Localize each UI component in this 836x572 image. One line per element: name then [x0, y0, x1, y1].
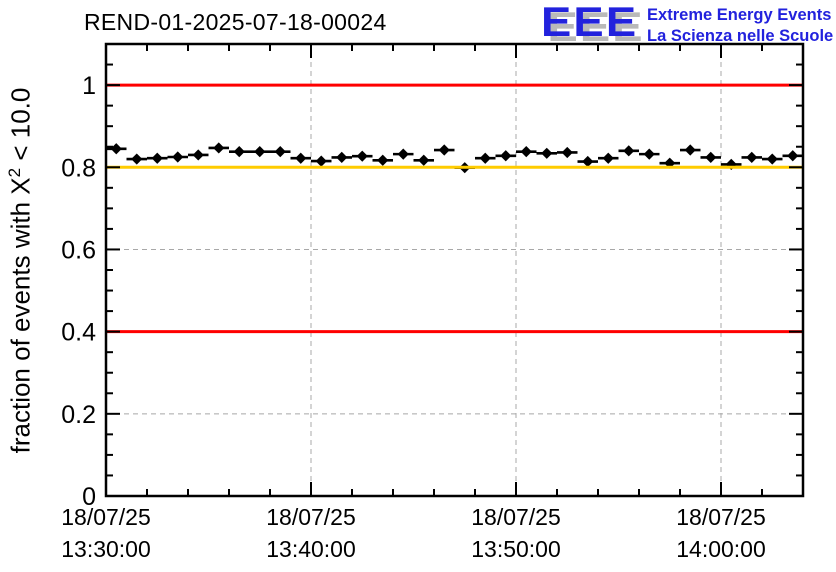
data-point [746, 151, 758, 164]
plot-frame [104, 42, 805, 498]
gridlines [105, 44, 803, 496]
data-point [623, 145, 635, 157]
data-series [106, 142, 803, 174]
data-point [541, 147, 553, 159]
eee-logo-line1: Extreme Energy Events [647, 6, 832, 24]
data-point [356, 150, 368, 162]
data-point [131, 153, 143, 165]
eee-logo: EEE EEE Extreme Energy Events La Scienza… [541, 0, 833, 48]
x-tick-date: 18/07/25 [676, 504, 766, 530]
plot-title: REND-01-2025-07-18-00024 [84, 9, 387, 35]
x-tick-time: 14:00:00 [676, 536, 766, 562]
data-point [643, 148, 655, 160]
data-point [336, 151, 348, 164]
eee-logo-text: Extreme Energy Events La Scienza nelle S… [647, 5, 833, 46]
data-point [110, 143, 122, 155]
data-point [172, 151, 184, 163]
data-point [295, 152, 307, 164]
y-tick-label: 0.8 [61, 154, 96, 182]
data-point [377, 154, 389, 166]
data-point [766, 153, 778, 165]
y-tick-label: 0.2 [61, 401, 96, 429]
data-point [684, 144, 696, 156]
data-point [274, 146, 286, 158]
y-tick-label: 0.6 [61, 236, 96, 264]
eee-logo-acronym: EEE EEE [541, 0, 643, 48]
x-tick-date: 18/07/25 [61, 504, 151, 530]
data-point [705, 151, 717, 164]
x-tick-date: 18/07/25 [471, 504, 561, 530]
data-point [500, 150, 512, 162]
x-tick-labels: 18/07/25 13:30:00 18/07/25 13:40:00 18/07/25… [61, 504, 766, 562]
reference-lines [106, 83, 803, 334]
x-tick-time: 13:50:00 [471, 536, 561, 562]
data-point [192, 149, 204, 161]
data-point [213, 142, 225, 154]
axis-ticks [105, 44, 803, 497]
eee-logo-shadow: EEE [547, 3, 645, 50]
data-point [315, 155, 327, 167]
y-tick-label: 1 [82, 72, 96, 100]
data-point [254, 146, 266, 158]
data-point [438, 144, 450, 156]
data-point [233, 146, 245, 158]
data-point [151, 152, 163, 164]
y-tick-label: 0.4 [61, 319, 96, 347]
eee-logo-line2: La Scienza nelle Scuole [647, 26, 834, 45]
data-point [582, 155, 594, 168]
data-point [479, 152, 491, 164]
x-tick-time: 13:40:00 [266, 536, 356, 562]
data-point [787, 150, 799, 162]
y-tick-label: 0 [82, 483, 96, 511]
data-point [397, 148, 409, 160]
data-point [520, 146, 532, 158]
x-tick-date: 18/07/25 [266, 504, 356, 530]
eee-logo-main: EEE [541, 0, 639, 45]
data-point [418, 154, 430, 166]
x-tick-time: 13:30:00 [61, 536, 151, 562]
data-point [602, 152, 614, 164]
y-tick-labels: 0 0.2 0.4 0.6 0.8 1 [61, 72, 96, 511]
data-point [561, 146, 573, 159]
